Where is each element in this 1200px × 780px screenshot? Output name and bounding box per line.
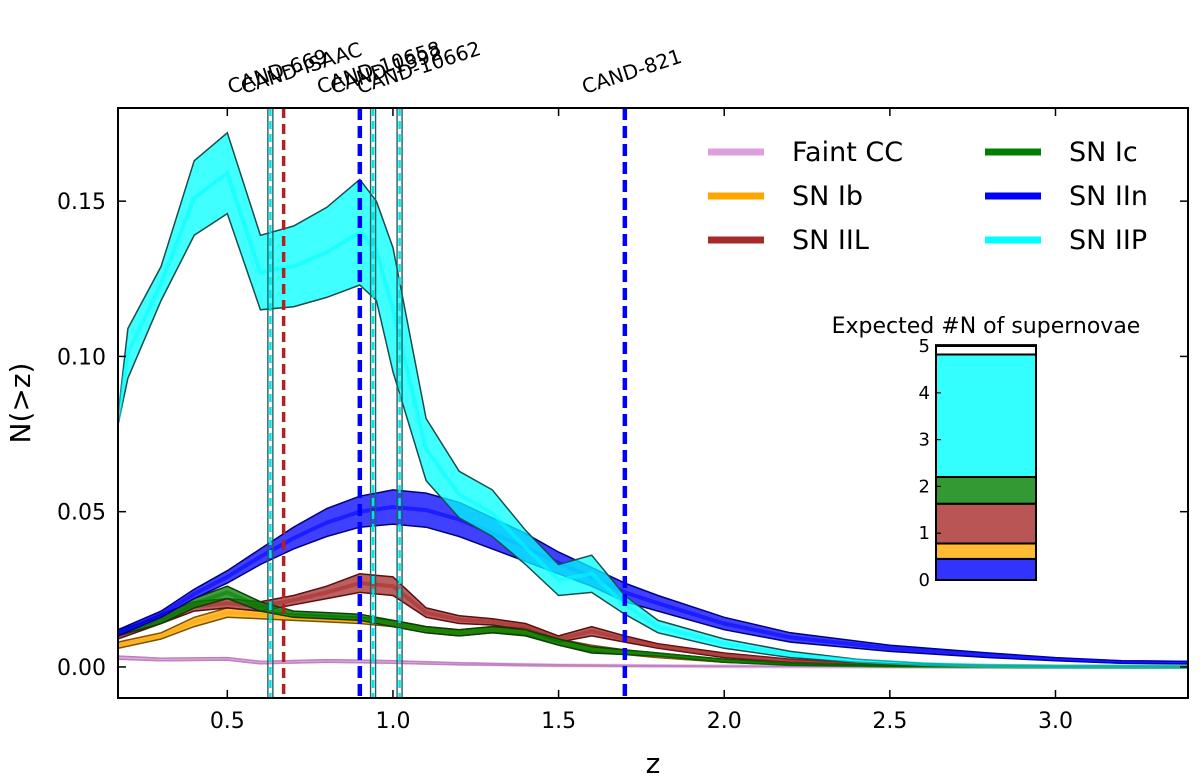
x-tick-label: 1.0 bbox=[375, 709, 410, 734]
candidate-lines bbox=[267, 108, 628, 698]
y-axis: 0.00 0.05 0.10 0.15 bbox=[57, 190, 1188, 681]
candidate-label-cand-821: CAND-821 bbox=[579, 44, 685, 99]
inset-frame bbox=[935, 345, 1037, 581]
x-tick-label: 1.5 bbox=[541, 709, 576, 734]
x-tick-label: 3.0 bbox=[1038, 709, 1073, 734]
inset-tick-label: 3 bbox=[919, 430, 930, 451]
inset-segment-sn-iil bbox=[935, 502, 1037, 545]
x-tick-label: 0.5 bbox=[210, 709, 245, 734]
x-axis-label: z bbox=[646, 747, 661, 780]
median-line-sn-iip bbox=[118, 169, 1188, 669]
legend-label-sn-iin: SN IIn bbox=[1069, 181, 1148, 212]
legend-label-faint-cc: Faint CC bbox=[792, 137, 903, 168]
legend-label-sn-iip: SN IIP bbox=[1069, 225, 1147, 256]
inset-tick-label: 5 bbox=[919, 336, 930, 357]
legend-label-sn-ic: SN Ic bbox=[1069, 137, 1138, 168]
legend-label-sn-iil: SN IIL bbox=[792, 225, 869, 256]
y-tick-label: 0.15 bbox=[57, 190, 106, 215]
y-tick-label: 0.00 bbox=[57, 656, 106, 681]
inset-segment-sn-iin bbox=[935, 557, 1037, 582]
y-tick-label: 0.05 bbox=[57, 501, 106, 526]
y-tick-label: 0.10 bbox=[57, 345, 106, 370]
y-axis-label: N(>z) bbox=[4, 363, 37, 444]
median-line-sn-ic bbox=[118, 590, 1188, 669]
legend: Faint CC SN Ic SN Ib SN IIn SN IIL SN IIP bbox=[708, 137, 1148, 256]
plot-frame bbox=[117, 107, 1189, 699]
inset-segment-sn-ib bbox=[935, 542, 1037, 560]
inset-tick-label: 2 bbox=[919, 476, 930, 497]
inset-segment-sn-ic bbox=[935, 476, 1037, 505]
inset-segment-sn-iip bbox=[935, 353, 1037, 478]
inset-tick-label: 4 bbox=[919, 383, 930, 404]
legend-label-sn-ib: SN Ib bbox=[792, 181, 863, 212]
x-tick-label: 2.0 bbox=[707, 709, 742, 734]
x-tick-label: 2.5 bbox=[872, 709, 907, 734]
x-axis: 0.5 1.0 1.5 2.0 2.5 3.0 bbox=[210, 108, 1073, 734]
inset-title: Expected #N of supernovae bbox=[832, 314, 1141, 339]
inset-tick-label: 0 bbox=[919, 570, 930, 591]
inset-tick-label: 1 bbox=[919, 523, 930, 544]
candidate-labels: CAND-669CAND-ISAACCAND-10658CAND-1392CAN… bbox=[225, 36, 685, 99]
inset-stacked-bar: Expected #N of supernovae 0 1 2 3 4 5 bbox=[832, 314, 1141, 591]
